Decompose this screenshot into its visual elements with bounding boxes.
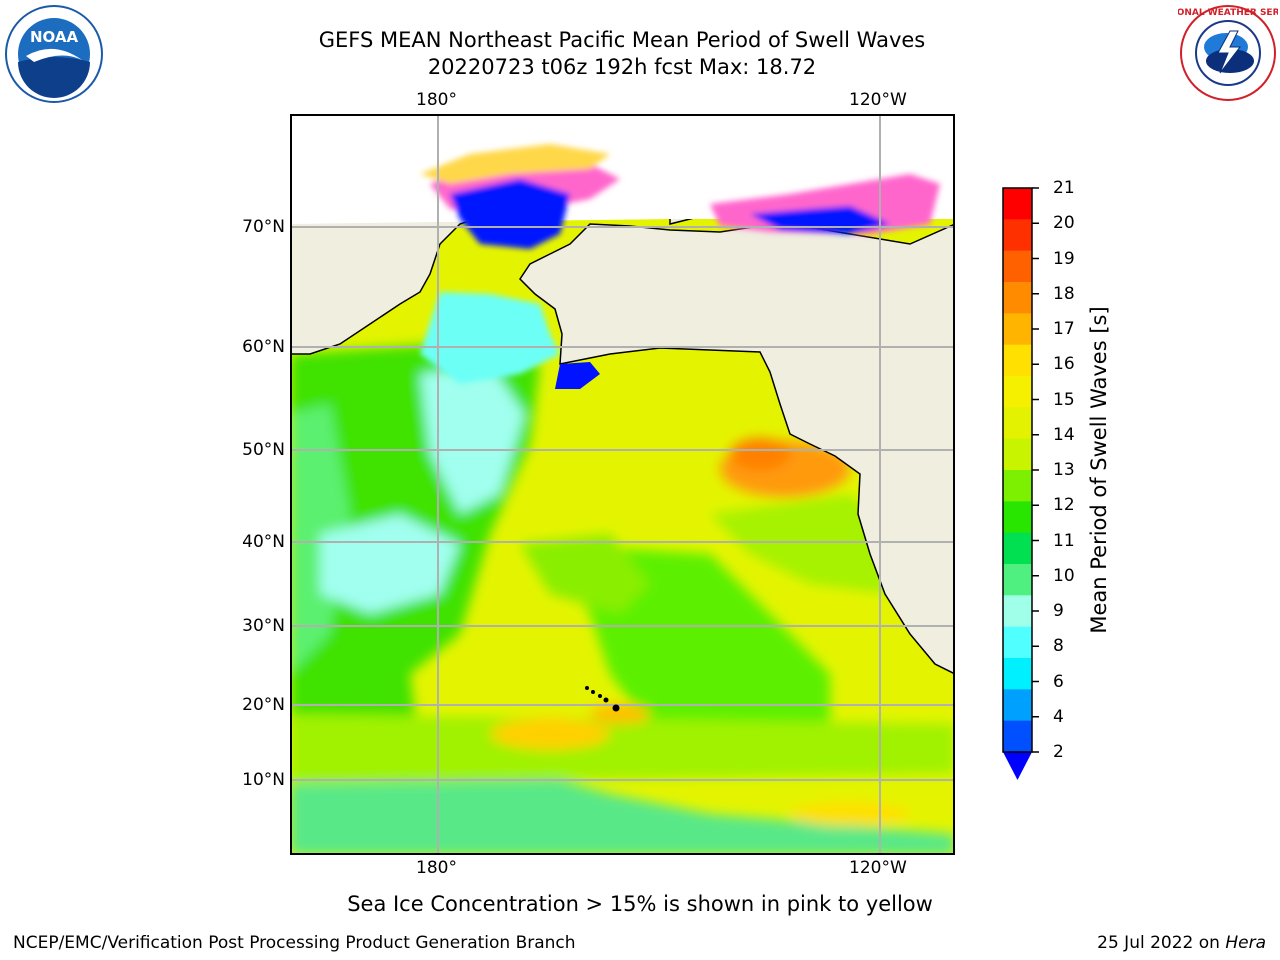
map-subtitle: 20220723 t06z 192h fcst Max: 18.72 xyxy=(427,55,817,79)
credit-left: NCEP/EMC/Verification Post Processing Pr… xyxy=(13,933,576,953)
credit-host: Hera xyxy=(1225,933,1266,953)
colorbar-block xyxy=(1003,470,1032,502)
sea-ice-blue-west xyxy=(450,179,570,249)
colorbar-block xyxy=(1003,689,1032,722)
colorbar-block xyxy=(1003,407,1032,440)
colorbar-block xyxy=(1003,626,1032,659)
colorbar-tick-label: 4 xyxy=(1053,706,1064,727)
nws-logo: NATIONAL WEATHER SERVICE xyxy=(1178,5,1278,101)
colorbar-tick-label: 12 xyxy=(1053,495,1075,516)
colorbar-title: Mean Period of Swell Waves [s] xyxy=(1087,306,1111,634)
colorbar-tick-label: 14 xyxy=(1053,424,1075,445)
colorbar-block xyxy=(1003,313,1032,346)
hawaii-islands xyxy=(585,686,620,712)
lat-label-70n: 70°N xyxy=(242,217,285,237)
colorbar-tick-label: 11 xyxy=(1053,530,1075,551)
colorbar-block xyxy=(1003,564,1032,596)
lat-label-40n: 40°N xyxy=(242,532,285,552)
bottom-lon-label-180: 180° xyxy=(416,858,457,878)
lat-label-60n: 60°N xyxy=(242,337,285,357)
lat-label-20n: 20°N xyxy=(242,695,285,715)
colorbar-extend-triangle xyxy=(1003,752,1032,780)
colorbar-block xyxy=(1003,282,1032,314)
colorbar-tick-label: 9 xyxy=(1053,601,1064,621)
colorbar-tick-label: 8 xyxy=(1053,636,1064,657)
lat-label-30n: 30°N xyxy=(242,616,285,636)
noaa-logo-text: NOAA xyxy=(30,28,79,46)
sea-ice-yellow xyxy=(420,144,610,184)
lat-label-10n: 10°N xyxy=(242,770,285,790)
colorbar-tick-label: 15 xyxy=(1053,389,1075,410)
swell-period-map xyxy=(290,114,955,855)
top-lon-label-180: 180° xyxy=(416,90,457,110)
colorbar-block xyxy=(1003,720,1032,753)
bottom-lon-label-120w: 120°W xyxy=(849,858,907,878)
colorbar-tick-label: 21 xyxy=(1053,178,1075,198)
colorbar-block xyxy=(1003,595,1032,628)
colorbar-block xyxy=(1003,219,1032,252)
nws-logo-text: NATIONAL WEATHER SERVICE xyxy=(1178,8,1278,18)
colorbar-tick-label: 18 xyxy=(1053,283,1075,304)
colorbar-tick-label: 6 xyxy=(1053,671,1064,692)
graticule xyxy=(290,114,955,855)
sea-ice-footnote: Sea Ice Concentration > 15% is shown in … xyxy=(347,892,933,916)
colorbar-block xyxy=(1003,438,1032,471)
colorbar-tick-label: 17 xyxy=(1053,319,1075,339)
colorbar-tick-label: 20 xyxy=(1053,213,1075,234)
colorbar-tick-label: 10 xyxy=(1053,565,1075,586)
colorbar-block xyxy=(1003,658,1032,690)
colorbar-tick-label: 2 xyxy=(1053,742,1064,762)
top-lon-label-120w: 120°W xyxy=(849,90,907,110)
colorbar-block xyxy=(1003,250,1032,283)
map-title: GEFS MEAN Northeast Pacific Mean Period … xyxy=(318,28,926,52)
colorbar-block xyxy=(1003,532,1032,565)
colorbar-block xyxy=(1003,501,1032,534)
noaa-logo: NOAA xyxy=(5,5,103,103)
colorbar-tick-label: 19 xyxy=(1053,248,1075,269)
colorbar-tick-label: 13 xyxy=(1053,460,1075,480)
colorbar-block xyxy=(1003,344,1032,377)
credit-date: 25 Jul 2022 on xyxy=(1097,933,1220,953)
colorbar xyxy=(1002,187,1039,780)
credit-right: 25 Jul 2022 on Hera xyxy=(1097,933,1266,953)
lat-label-50n: 50°N xyxy=(242,440,285,460)
map-frame xyxy=(290,114,955,855)
colorbar-block xyxy=(1003,188,1032,220)
colorbar-tick-label: 16 xyxy=(1053,354,1075,375)
colorbar-block xyxy=(1003,376,1032,408)
